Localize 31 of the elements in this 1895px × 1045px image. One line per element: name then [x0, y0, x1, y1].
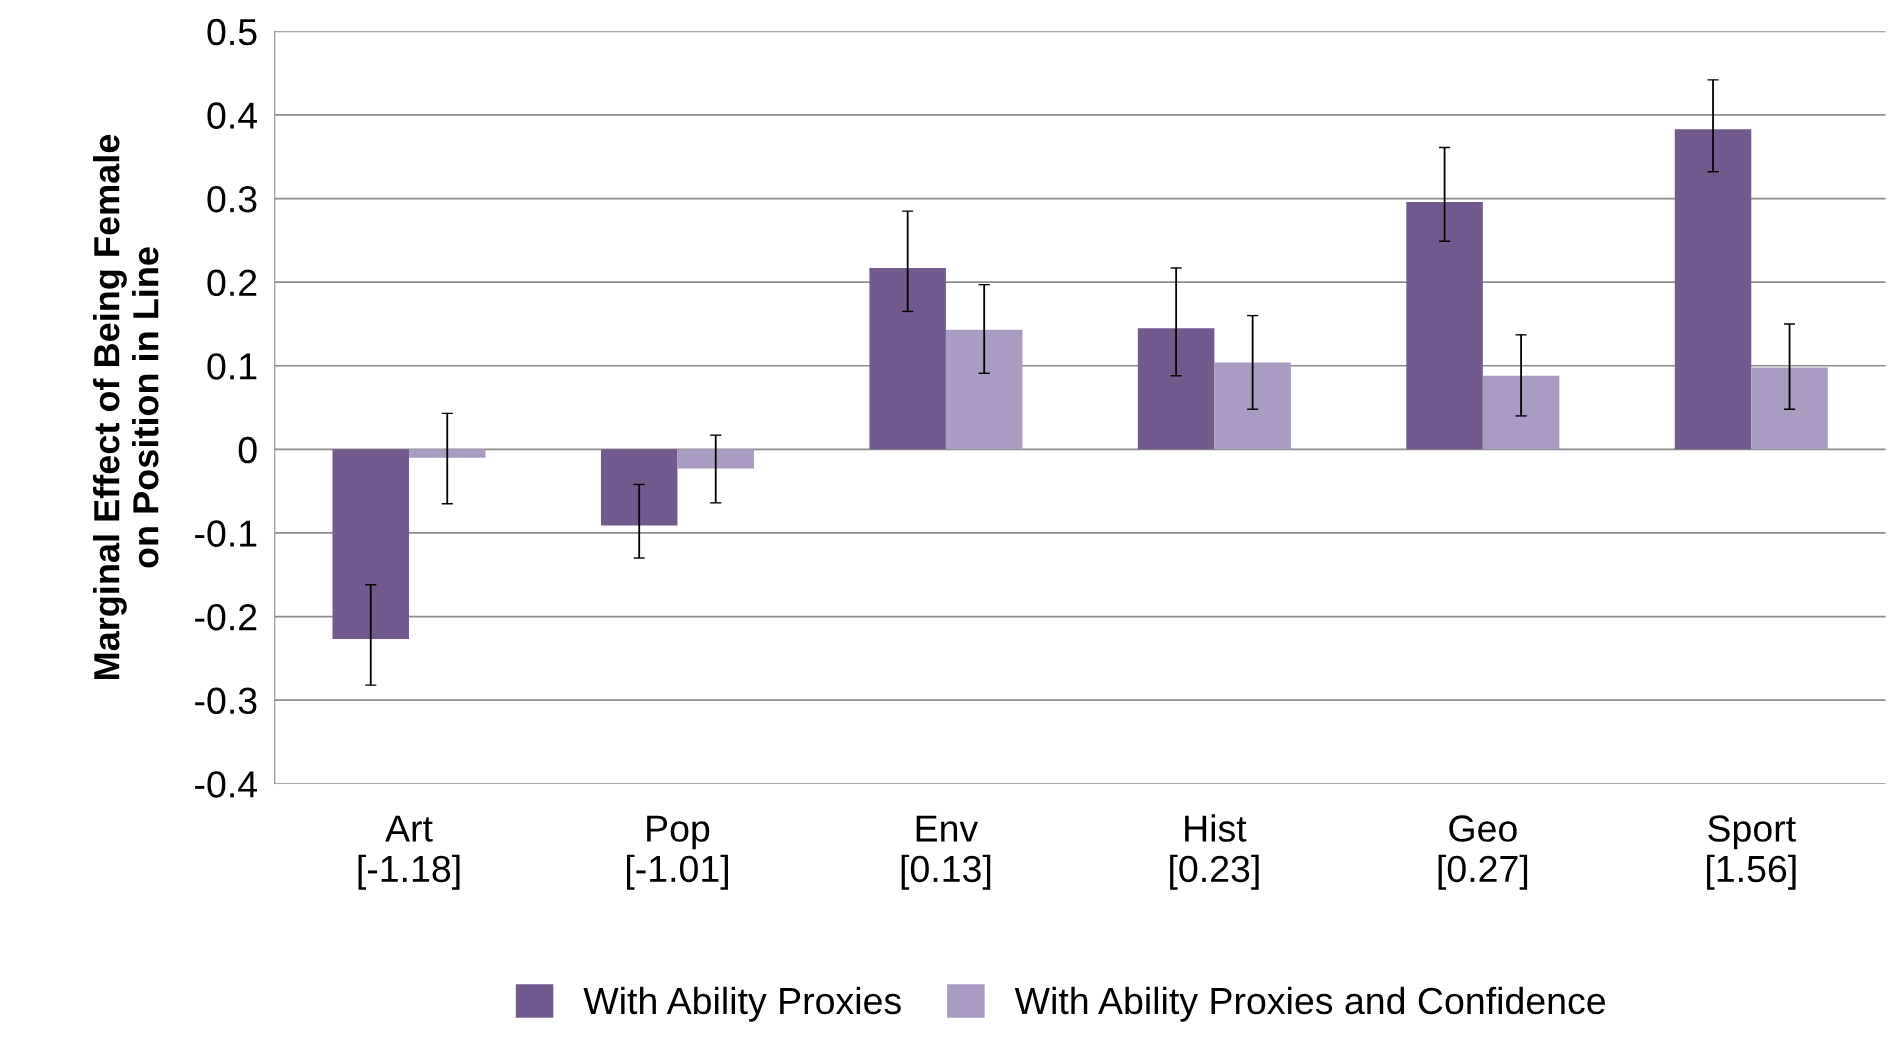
y-tick-label: 0.1 [207, 353, 257, 380]
x-tick-label: Geo [0.27] [1438, 815, 1528, 890]
x-tick-label: Art [-1.18] [358, 815, 460, 890]
y-tick-label: -0.3 [195, 687, 257, 715]
y-tick-label: -0.4 [195, 771, 258, 798]
bar [1137, 328, 1215, 450]
legend-label: With Ability Proxies and Confidence [1014, 986, 1605, 1022]
bar [869, 267, 946, 450]
bar [1751, 367, 1828, 450]
bar [332, 449, 409, 640]
bar [1482, 375, 1560, 450]
bar [1406, 201, 1483, 450]
y-tick-label: 0.3 [207, 185, 257, 213]
y-tick-label: 0.2 [207, 269, 257, 297]
x-tick-label: Env [0.13] [901, 815, 991, 890]
x-tick-label: Sport [1.56] [1707, 815, 1796, 890]
bar [1214, 362, 1291, 450]
x-tick-label: Pop [-1.01] [626, 815, 728, 890]
y-axis-title: Marginal Effect of Being Female on Position in Line [93, 134, 159, 680]
y-tick-label: 0 [238, 436, 257, 464]
bar [600, 449, 678, 526]
y-tick-label: 0.4 [207, 102, 258, 129]
y-tick-label: -0.2 [195, 603, 257, 631]
y-tick-label: 0.5 [207, 18, 257, 46]
y-tick-label: -0.1 [195, 520, 257, 547]
bar [1674, 129, 1752, 450]
bar [677, 449, 754, 469]
x-tick-label: Hist [0.23] [1170, 814, 1259, 890]
bar [945, 329, 1023, 450]
legend-label: With Ability Proxies [583, 986, 901, 1022]
bar [409, 449, 486, 458]
